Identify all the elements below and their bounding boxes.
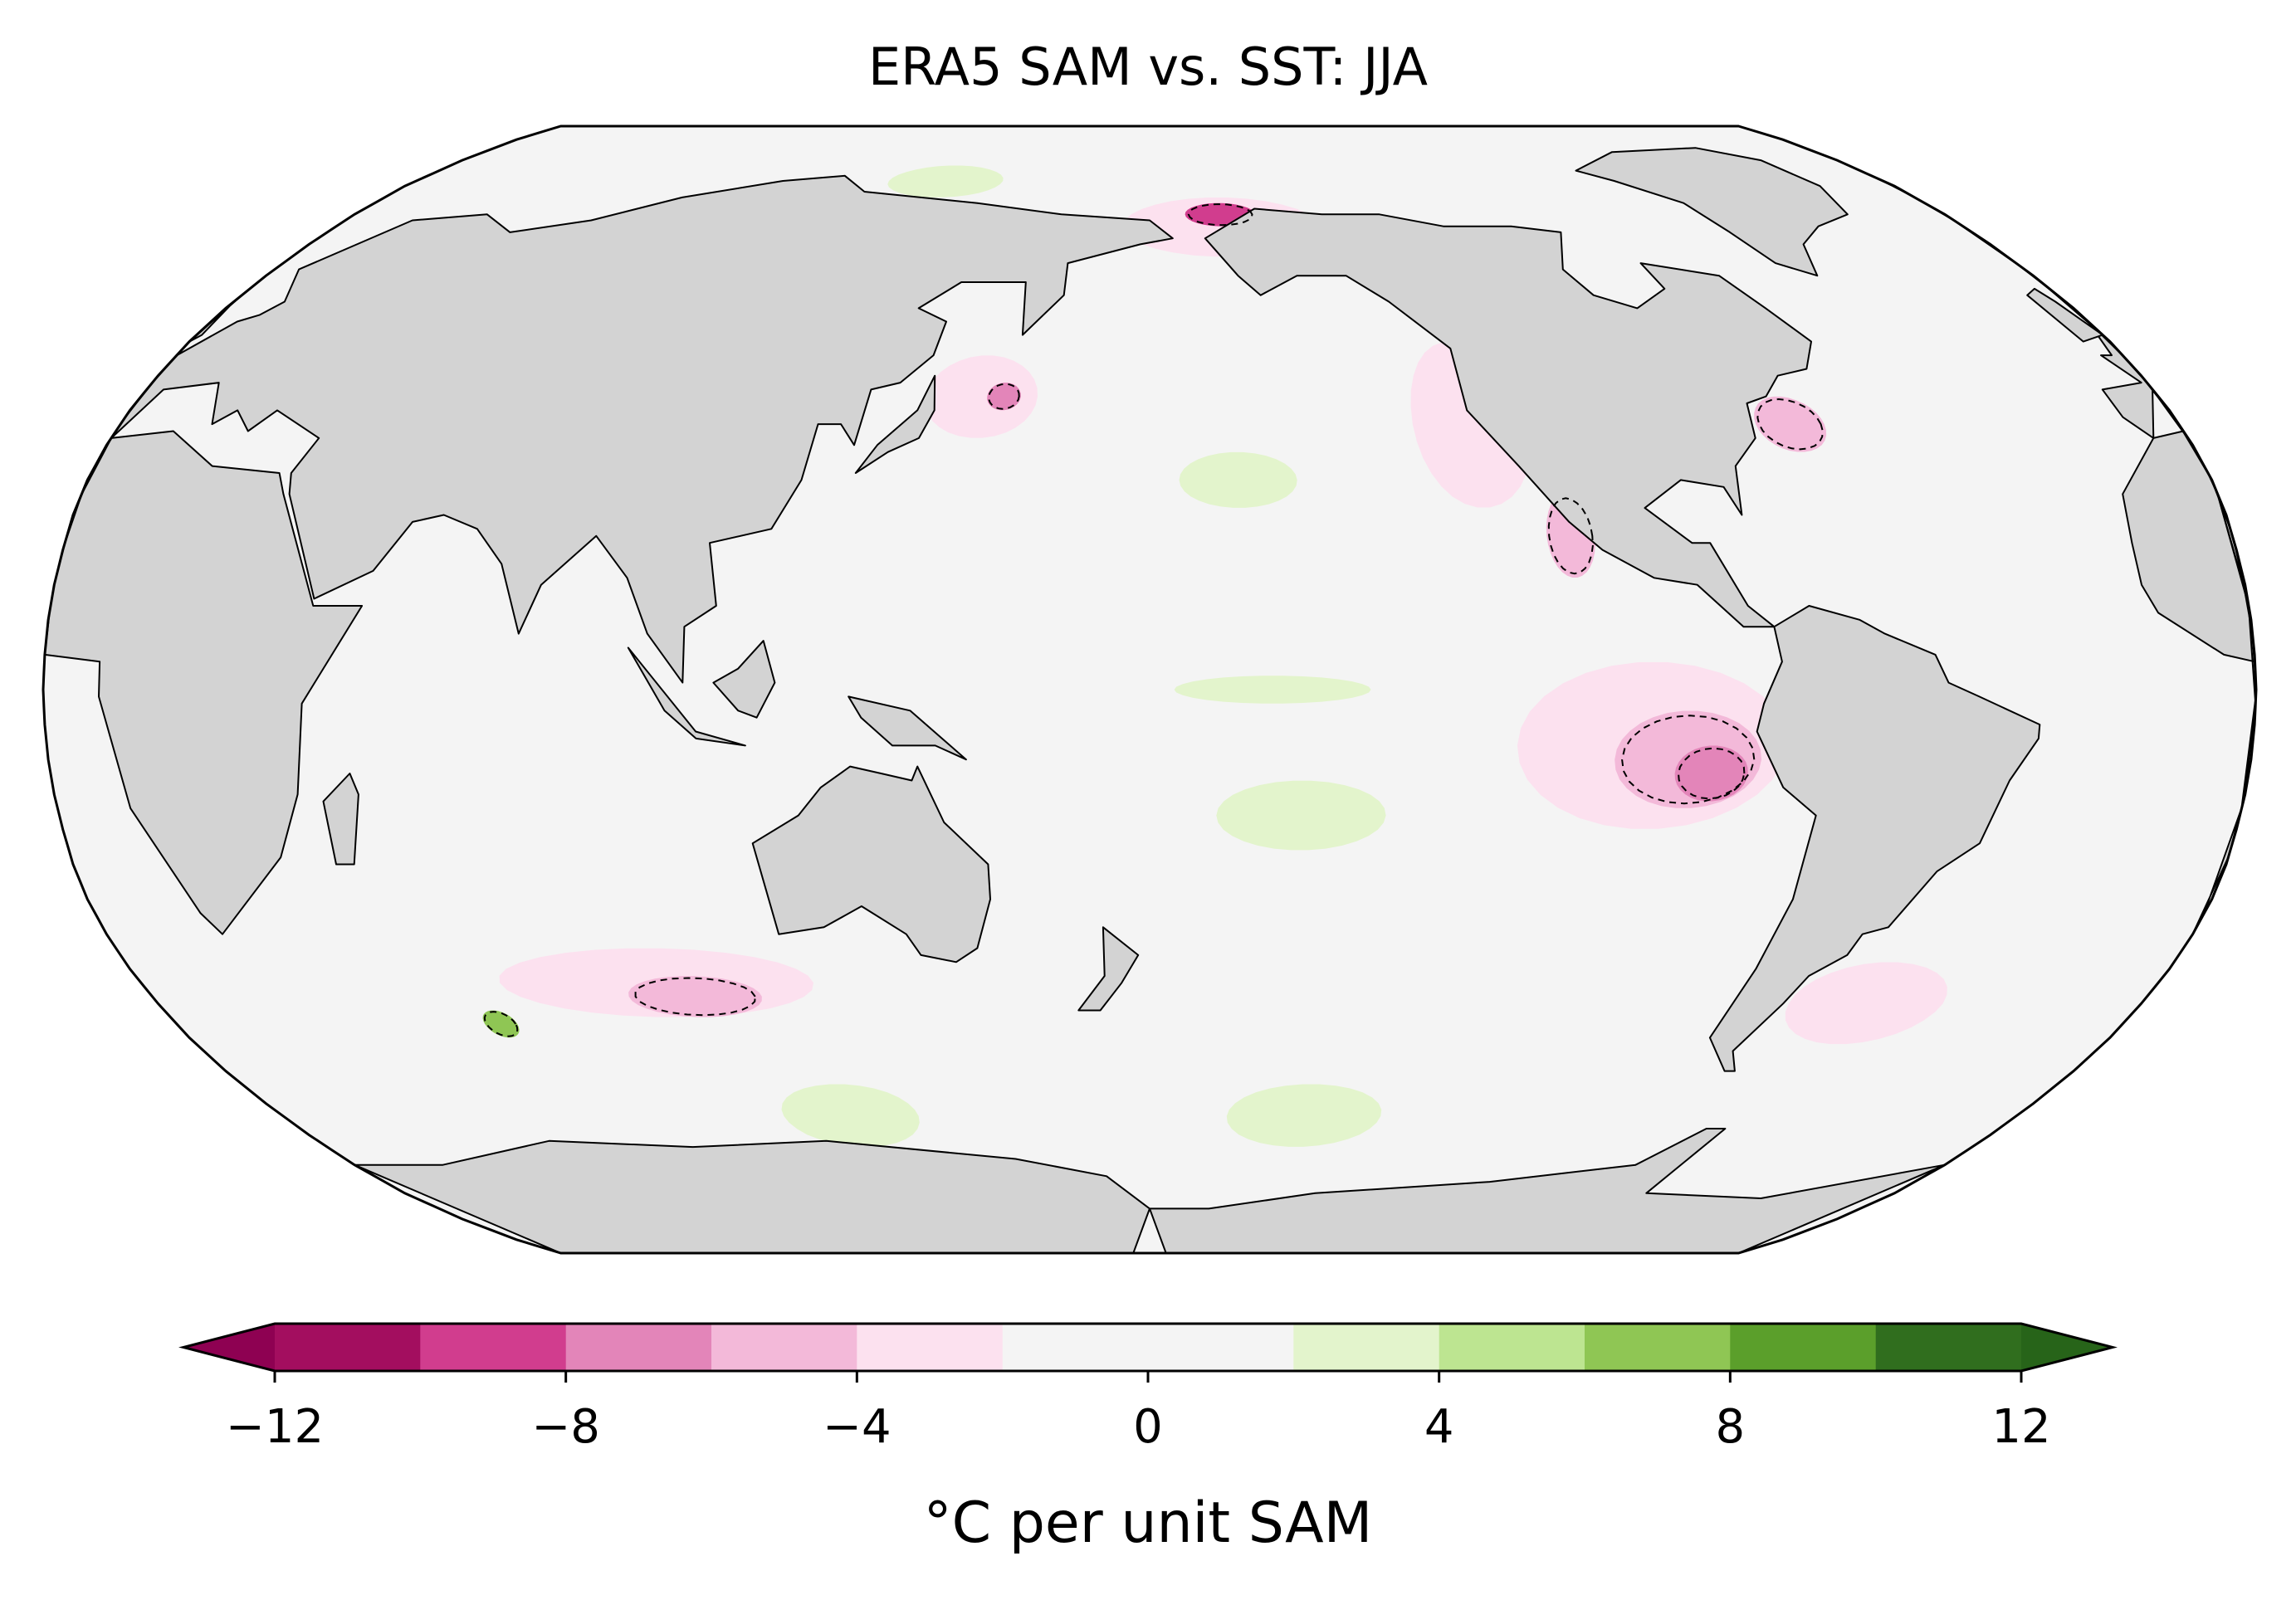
- anomaly-patch: [628, 976, 762, 1017]
- colorbar-tick-label: 4: [1424, 1400, 1454, 1454]
- colorbar-segment: [711, 1324, 857, 1371]
- colorbar-tick-label: 12: [1991, 1400, 2050, 1454]
- colorbar-segment: [1730, 1324, 1877, 1371]
- colorbar-segment: [1585, 1324, 1731, 1371]
- colorbar-segment: [1875, 1324, 2022, 1371]
- colorbar-segment: [1148, 1324, 1294, 1371]
- anomaly-patch: [1674, 745, 1748, 802]
- colorbar-segment: [565, 1324, 712, 1371]
- colorbar-segment: [857, 1324, 1004, 1371]
- anomaly-patch: [1754, 396, 1827, 452]
- anomaly-patch: [781, 1084, 920, 1147]
- land-greenland: [1575, 147, 1849, 277]
- colorbar-tick-label: −12: [226, 1400, 324, 1454]
- land-new-zealand: [1077, 926, 1140, 1012]
- significance-contour: [1547, 497, 1594, 575]
- anomaly-patch: [482, 1010, 520, 1038]
- land-australia: [751, 765, 991, 963]
- land-japan: [854, 374, 936, 474]
- anomaly-patch: [1785, 962, 1947, 1045]
- map-outline: [42, 124, 2258, 1255]
- significance-contour: [634, 977, 756, 1017]
- colorbar-extend-over: [2021, 1324, 2113, 1371]
- colorbar-label: °C per unit SAM: [924, 1490, 1373, 1556]
- land-south-america: [1708, 605, 2041, 1072]
- significance-contour: [483, 1011, 519, 1037]
- anomaly-patch: [1179, 451, 1297, 508]
- significance-contour: [1187, 202, 1253, 227]
- anomaly-patch: [925, 355, 1038, 438]
- anomaly-patch: [1216, 780, 1386, 851]
- land-madagascar: [322, 773, 359, 866]
- land-new-guinea: [848, 695, 967, 761]
- colorbar-segment: [420, 1324, 567, 1371]
- world-map: [42, 124, 2258, 1255]
- significance-contours: [483, 202, 1824, 1037]
- colorbar-segment: [1002, 1324, 1149, 1371]
- colorbar-segment: [1293, 1324, 1440, 1371]
- land-sumatra-java: [627, 646, 746, 747]
- anomaly-patch: [887, 165, 1004, 198]
- colorbar-tick-label: −8: [531, 1400, 600, 1454]
- colorbar-segment: [275, 1324, 421, 1371]
- anomaly-patch: [987, 383, 1021, 411]
- colorbar-tick-label: 8: [1716, 1400, 1746, 1454]
- colorbar: −12 −8 −4 0 4 8 12 °C per unit SAM: [178, 1322, 2118, 1556]
- land-borneo: [712, 640, 776, 719]
- significance-contour: [1756, 398, 1824, 451]
- anomaly-patch: [1226, 1084, 1382, 1147]
- map-title: ERA5 SAM vs. SST: JJA: [868, 37, 1428, 97]
- colorbar-tick-label: 0: [1133, 1400, 1163, 1454]
- colorbar-tick-label: −4: [823, 1400, 892, 1454]
- land-north-america: [1204, 207, 1812, 628]
- land-antarctica: [354, 1128, 1946, 1253]
- colorbar-segment: [1439, 1324, 1585, 1371]
- colorbar-extend-under: [183, 1324, 275, 1371]
- significance-contour: [988, 383, 1020, 410]
- anomaly-patch: [1174, 676, 1371, 704]
- significance-contour: [1677, 747, 1746, 800]
